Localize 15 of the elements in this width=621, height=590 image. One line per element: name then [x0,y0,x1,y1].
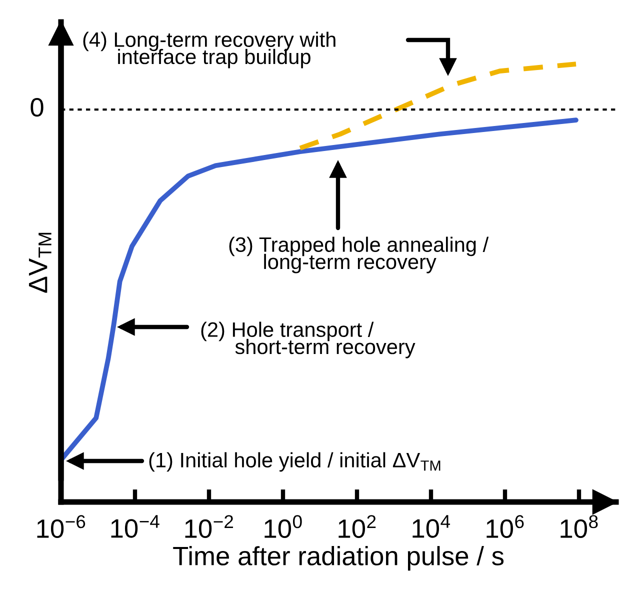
x-tick-label: 10$^{−6}$ [37,515,86,538]
annotation: (4) Long-term recovery with interface trap buildup [83,32,336,68]
x-tick-label: 10$^{8}$ [560,515,598,538]
annotation: (1) Initial hole yield / initial ΔV$_{TM}$ [149,452,440,472]
annotation: (3) Trapped hole annealing / long-term recovery [229,236,489,274]
x-axis-title: Time after radiation pulse / s [173,546,504,571]
x-tick-label: 10$^{−2}$ [185,515,233,538]
x-tick-label: 10$^{6}$ [486,515,524,538]
y-axis-title: ΔV$_{TM}$ [28,232,52,293]
x-tick-label: 10$^{−4}$ [111,515,160,538]
annotation: (2) Hole transport / short-term recovery [201,322,416,358]
x-tick-label: 10$^{4}$ [412,515,450,538]
x-tick-label: 10$^{0}$ [264,515,302,538]
x-tick-label: 10$^{2}$ [338,515,376,538]
ref-line-label: 0 [30,98,44,117]
